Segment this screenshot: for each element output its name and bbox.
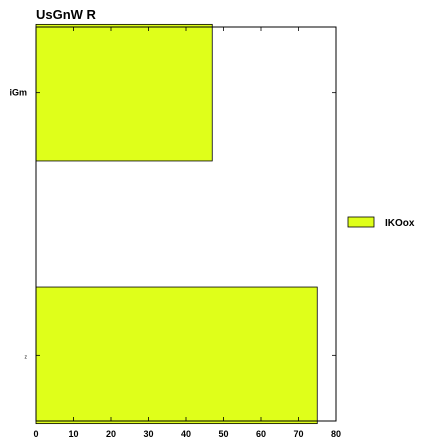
- x-tick-label: 60: [256, 429, 266, 439]
- x-tick-label: 50: [218, 429, 228, 439]
- x-tick-label: 70: [293, 429, 303, 439]
- bar-z: [35, 286, 318, 425]
- x-tick-label: 20: [106, 429, 116, 439]
- chart-title: UsGnW R: [36, 7, 97, 22]
- legend-label: IKOox: [385, 218, 415, 229]
- x-tick-label: 30: [143, 429, 153, 439]
- x-tick-label: 0: [33, 429, 38, 439]
- bar-iGm: [35, 23, 213, 162]
- x-tick-label: 10: [68, 429, 78, 439]
- y-tick-label: z: [25, 354, 28, 360]
- x-tick-label: 40: [181, 429, 191, 439]
- x-tick-label: 80: [331, 429, 341, 439]
- legend-swatch: [347, 216, 375, 228]
- legend: IKOox: [347, 216, 415, 229]
- y-tick-label: iGm: [9, 88, 27, 98]
